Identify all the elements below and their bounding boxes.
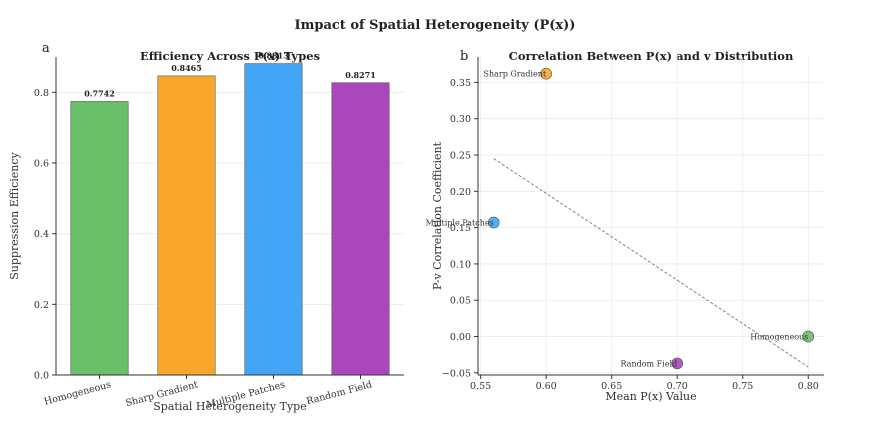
panel-a: a Efficiency Across P(x) Types 0.7742 0.8… <box>8 41 404 413</box>
point-label-random-field: Random Field <box>620 359 677 368</box>
panel-b-y-ticks: −0.05 0.00 0.05 0.10 0.15 0.20 0.25 0.30 0.35 <box>442 78 478 379</box>
panel-a-data-labels: 0.7742 0.8465 0.8813 0.8271 <box>84 51 376 99</box>
panel-b-x-label: Mean P(x) Value <box>605 390 696 403</box>
panel-b-y-tick-label: 0.05 <box>450 296 471 307</box>
panel-b-x-tick-label: 0.60 <box>536 381 557 392</box>
point-homogeneous <box>802 330 815 343</box>
panel-b-title: Correlation Between P(x) and v Distribut… <box>509 49 794 63</box>
panel-a-y-tick-label: 0.6 <box>34 159 49 170</box>
panel-b-y-tick-label: 0.10 <box>450 259 471 270</box>
panel-b-points: Homogeneous Sharp Gradient Multiple Patche… <box>426 67 815 370</box>
bar-value-label: 0.8813 <box>258 51 289 61</box>
panel-b-y-tick-label: 0.35 <box>450 78 471 89</box>
bar-value-label: 0.8465 <box>171 63 202 73</box>
panel-b-y-tick-label: 0.20 <box>450 187 471 198</box>
bar-homogeneous <box>70 101 129 376</box>
panel-a-x-tick-label: Random Field <box>305 379 373 407</box>
panel-a-bars <box>70 63 390 376</box>
point-random-field <box>671 357 684 370</box>
panel-b-trendline <box>493 158 809 368</box>
panel-a-y-tick-label: 0.2 <box>34 300 49 311</box>
panel-b-y-tick-label: 0.15 <box>450 223 471 234</box>
panel-b-y-tick-label: 0.30 <box>450 114 471 125</box>
panel-b-x-tick-label: 0.75 <box>732 381 753 392</box>
panel-a-y-tick-label: 0.8 <box>34 88 49 99</box>
panel-a-letter: a <box>42 41 50 56</box>
panel-a-y-ticks: 0.0 0.2 0.4 0.6 0.8 <box>34 88 56 382</box>
panel-b-y-tick-label: −0.05 <box>442 368 471 379</box>
panel-a-title: Efficiency Across P(x) Types <box>140 49 320 63</box>
point-sharp-gradient <box>540 67 552 80</box>
panel-a-y-label: Suppression Efficiency <box>8 151 21 279</box>
panel-a-y-tick-label: 0.0 <box>34 371 49 382</box>
panel-b-x-tick-label: 0.55 <box>470 381 491 392</box>
panel-b-y-tick-label: 0.00 <box>450 332 471 343</box>
panel-a-y-tick-label: 0.4 <box>34 229 49 240</box>
panel-b-letter: b <box>460 49 468 64</box>
panel-b-y-label: P-v Correlation Coefficient <box>431 141 444 290</box>
point-label-homogeneous: Homogeneous <box>750 333 808 342</box>
panel-a-x-tick-label: Homogeneous <box>43 379 113 407</box>
panel-b-x-tick-label: 0.70 <box>667 381 688 392</box>
bar-value-label: 0.7742 <box>84 88 115 98</box>
point-multiple-patches <box>487 216 500 229</box>
bar-multiple-patches <box>244 63 303 376</box>
panel-b-grid <box>478 57 824 375</box>
point-label-sharp-gradient: Sharp Gradient <box>483 70 546 79</box>
panel-b-x-tick-label: 0.65 <box>601 381 622 392</box>
panel-b-x-tick-label: 0.80 <box>798 381 819 392</box>
panel-b-x-ticks: 0.55 0.60 0.65 0.70 0.75 0.80 <box>470 375 819 392</box>
panel-b: b Correlation Between P(x) and v Distrib… <box>426 49 824 403</box>
bar-random-field <box>331 82 390 376</box>
bar-value-label: 0.8271 <box>345 70 376 80</box>
figure-title: Impact of Spatial Heterogeneity (P(x)) <box>295 18 576 33</box>
point-label-multiple-patches: Multiple Patches <box>426 219 494 228</box>
trend-line <box>493 158 809 368</box>
panel-a-x-label: Spatial Heterogeneity Type <box>153 400 306 413</box>
bar-sharp-gradient <box>157 75 216 376</box>
panel-b-y-tick-label: 0.25 <box>450 151 471 162</box>
